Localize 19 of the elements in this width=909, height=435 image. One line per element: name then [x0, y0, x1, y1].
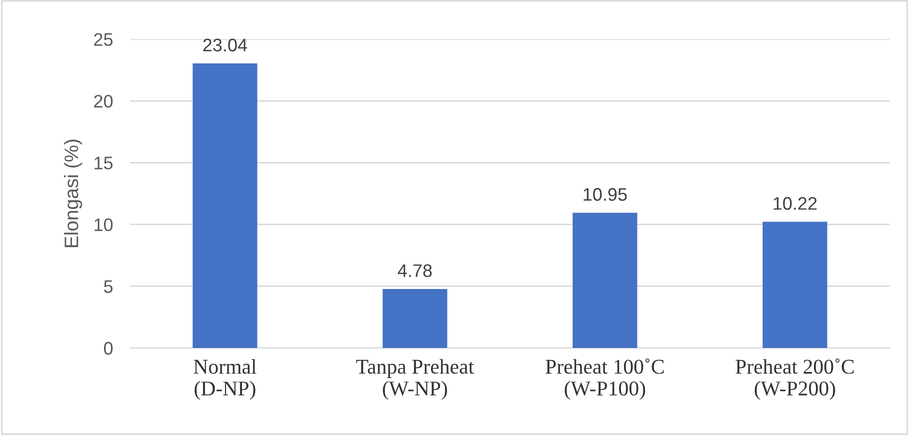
bar	[572, 212, 638, 348]
y-tick-label: 5	[104, 280, 113, 293]
data-label: 10.22	[774, 197, 817, 210]
bar	[762, 222, 828, 348]
y-tick-label: 0	[104, 342, 113, 355]
data-label: 23.04	[203, 38, 248, 52]
x-tick-label: Tanpa Preheat (W-NP)	[356, 359, 474, 400]
y-tick-label: 20	[94, 94, 113, 108]
bar	[382, 288, 448, 348]
y-tick-label: 10	[94, 218, 113, 232]
x-tick-label: Preheat 200˚C (W-P200)	[736, 358, 854, 400]
data-label: 4.78	[398, 264, 432, 278]
y-tick-label: 25	[94, 33, 113, 46]
x-tick-label: Preheat 100˚C (W-P100)	[546, 358, 664, 400]
y-tick-label: 15	[94, 156, 113, 170]
data-label: 10.95	[584, 188, 627, 201]
bar	[192, 63, 258, 348]
y-axis-title: Elongasi (%)	[64, 140, 82, 248]
x-tick-label: Normal (D-NP)	[194, 359, 256, 400]
